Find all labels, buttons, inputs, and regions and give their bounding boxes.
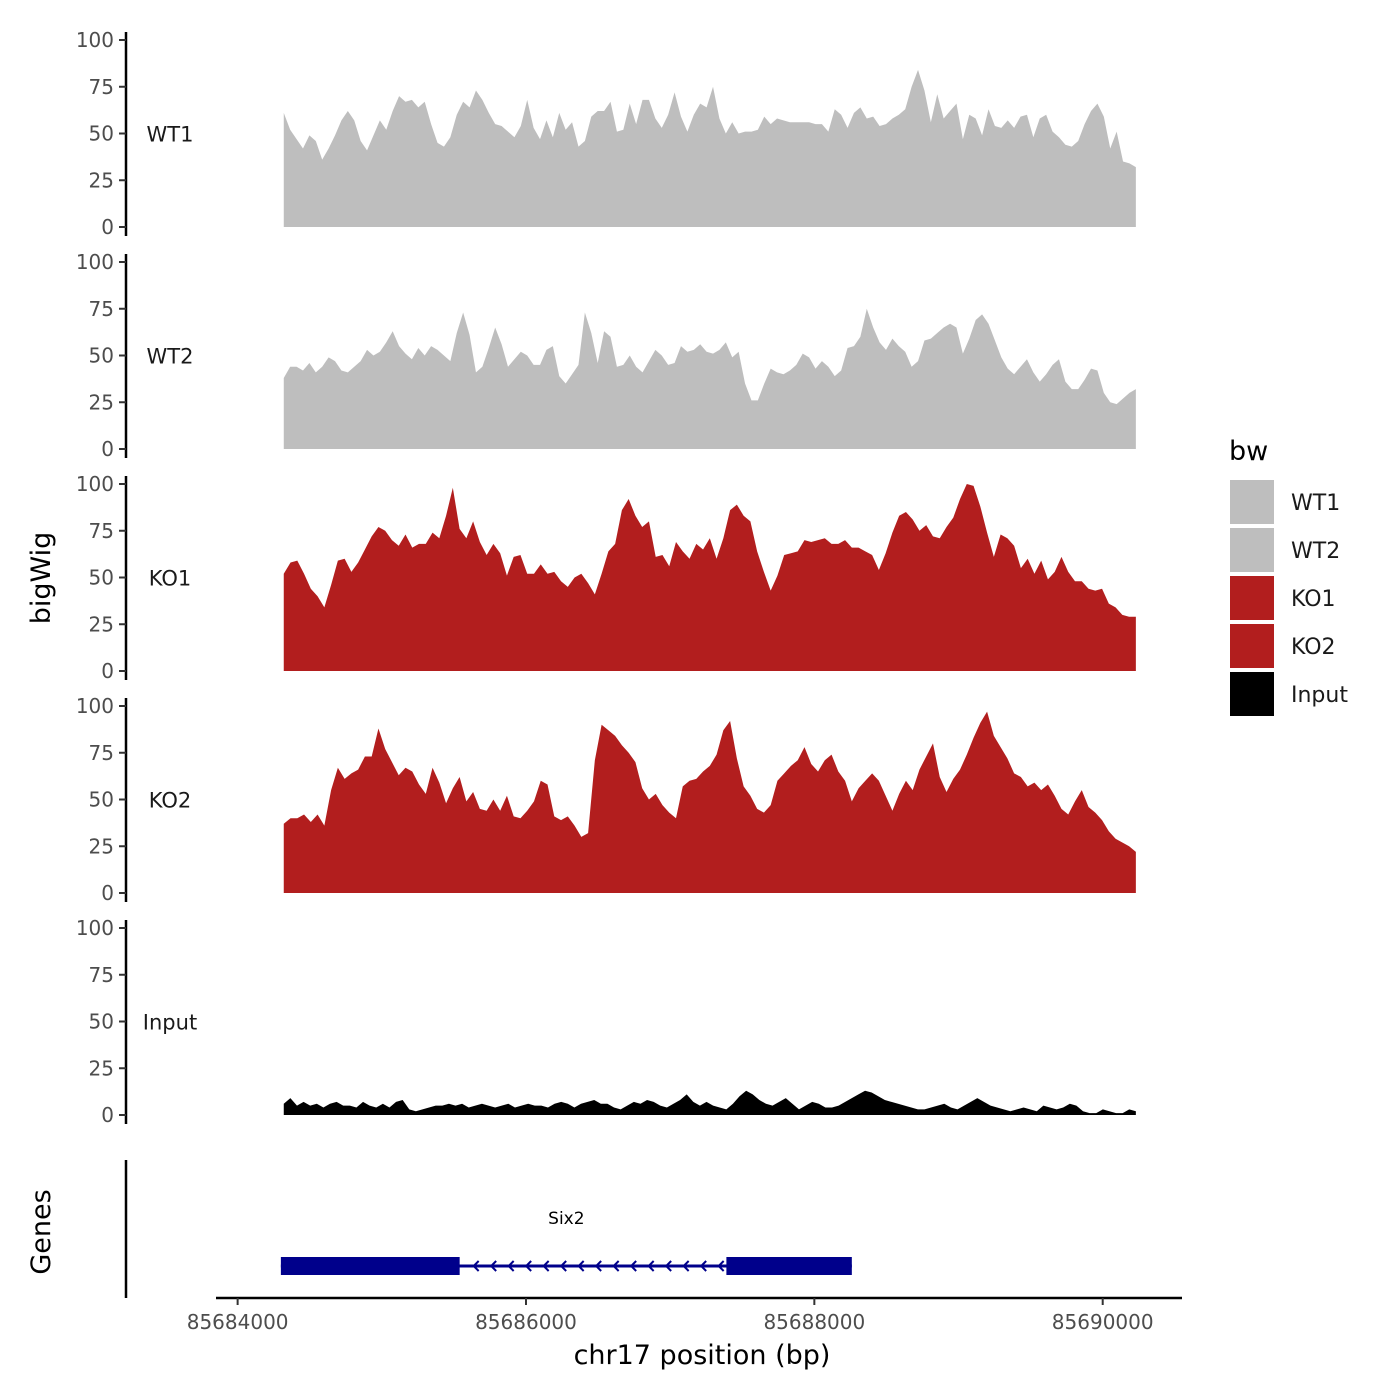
strand-arrow-icon (664, 1260, 672, 1272)
strand-arrow-icon (559, 1260, 567, 1272)
signal-area-wt2 (283, 308, 1136, 449)
y-tick-label: 100 (76, 28, 114, 52)
x-tick-label: 85688000 (763, 1310, 865, 1334)
legend-key-ko1 (1230, 576, 1274, 620)
track-panel-ko2: 0 25 50 75 100 KO2 (76, 694, 1136, 905)
y-tick-label: 0 (101, 437, 114, 461)
strand-arrow-icon (699, 1260, 707, 1272)
legend-label-ko1: KO1 (1291, 587, 1336, 612)
track-label-wt1: WT1 (147, 123, 194, 147)
strand-arrow-icon (577, 1260, 585, 1272)
y-tick-label: 25 (89, 1056, 114, 1080)
strand-arrow-icon (524, 1260, 532, 1272)
tracks-layer: 0255075100WT10255075100WT20255075100KO10… (76, 28, 1136, 1127)
y-tick-label: 50 (89, 122, 114, 146)
y-tick-label: 50 (89, 566, 114, 590)
track-panel-wt1: 0 25 50 75 100 WT1 (76, 28, 1136, 239)
strand-arrow-icon (682, 1260, 690, 1272)
y-tick-label: 100 (76, 472, 114, 496)
track-panel-ko1: 0 25 50 75 100 KO1 (76, 472, 1136, 683)
y-tick-label: 100 (76, 694, 114, 718)
y-tick-label: 25 (89, 390, 114, 414)
y-tick-label: 75 (89, 963, 114, 987)
y-tick-label: 75 (89, 519, 114, 543)
y-tick-label: 0 (101, 659, 114, 683)
x-tick-label: 85686000 (475, 1310, 577, 1334)
signal-area-ko1 (283, 484, 1136, 671)
genes-axis-title: Genes (26, 1189, 57, 1274)
strand-arrow-icon (629, 1260, 637, 1272)
legend-label-ko2: KO2 (1291, 635, 1336, 660)
track-panel-wt2: 0 25 50 75 100 WT2 (76, 250, 1136, 461)
y-tick-label: 0 (101, 215, 114, 239)
y-tick-label: 50 (89, 788, 114, 812)
strand-arrow-icon (542, 1260, 550, 1272)
legend-title: bw (1229, 436, 1268, 467)
y-tick-label: 100 (76, 250, 114, 274)
y-tick-label: 25 (89, 168, 114, 192)
y-tick-label: 75 (89, 297, 114, 321)
track-label-wt2: WT2 (147, 345, 194, 369)
y-tick-label: 25 (89, 834, 114, 858)
genes-panel: Six2 (124, 1160, 852, 1298)
signal-area-input (283, 1090, 1136, 1115)
legend-label-wt2: WT2 (1291, 539, 1340, 564)
strand-arrow-icon (717, 1260, 725, 1272)
legend-label-wt1: WT1 (1291, 491, 1340, 516)
x-axis-title: chr17 position (bp) (574, 1340, 831, 1371)
signal-area-wt1 (283, 69, 1136, 227)
legend: WT1 WT2 KO1 KO2 Input (1230, 480, 1348, 716)
y-tick-label: 75 (89, 741, 114, 765)
y-tick-label: 25 (89, 612, 114, 636)
signal-area-ko2 (283, 711, 1136, 893)
y-tick-label: 50 (89, 1010, 114, 1034)
strand-arrow-icon (594, 1260, 602, 1272)
legend-label-input: Input (1291, 683, 1348, 708)
y-tick-label: 0 (101, 1103, 114, 1127)
y-tick-label: 50 (89, 344, 114, 368)
y-tick-label: 0 (101, 881, 114, 905)
gene-exon (726, 1257, 852, 1275)
strand-arrow-icon (507, 1260, 515, 1272)
y-axis-title: bigWig (26, 532, 57, 625)
x-tick-label: 85684000 (187, 1310, 289, 1334)
gene-name-label: Six2 (548, 1209, 584, 1229)
legend-key-ko2 (1230, 624, 1274, 668)
gene-exon (280, 1257, 460, 1275)
x-tick-label: 85690000 (1052, 1310, 1154, 1334)
strand-arrow-icon (472, 1260, 480, 1272)
track-label-input: Input (143, 1011, 197, 1035)
legend-key-wt2 (1230, 528, 1274, 572)
track-label-ko1: KO1 (149, 567, 192, 591)
strand-arrow-icon (647, 1260, 655, 1272)
strand-arrow-icon (612, 1260, 620, 1272)
strand-arrow-icon (489, 1260, 497, 1272)
track-label-ko2: KO2 (149, 789, 192, 813)
track-panel-input: 0 25 50 75 100 Input (76, 916, 1136, 1127)
y-tick-label: 100 (76, 916, 114, 940)
x-axis: 85684000 85686000 85688000 85690000 (187, 1296, 1182, 1334)
y-tick-label: 75 (89, 75, 114, 99)
legend-key-wt1 (1230, 480, 1274, 524)
legend-key-input (1230, 672, 1274, 716)
